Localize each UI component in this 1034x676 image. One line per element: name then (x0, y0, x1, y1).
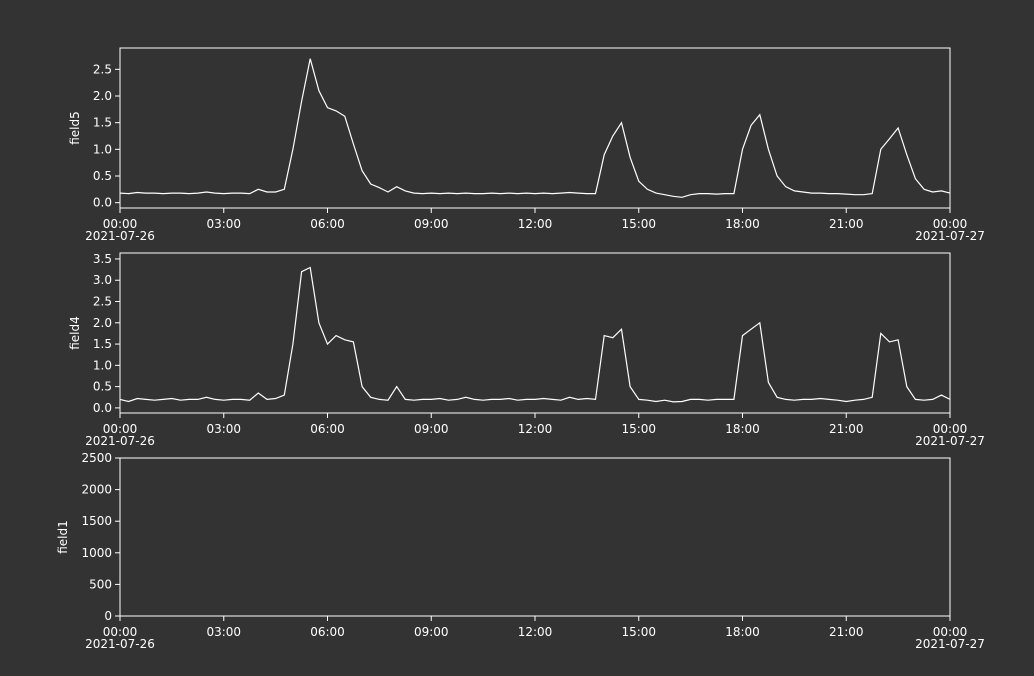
x-tick-label: 21:00 (829, 422, 864, 436)
y-tick-label: 1.0 (93, 142, 112, 156)
y-tick-label: 1500 (81, 514, 112, 528)
x-date-label: 2021-07-26 (85, 434, 155, 448)
x-tick-label: 15:00 (621, 625, 656, 639)
data-line (119, 58, 951, 198)
x-tick-label: 21:00 (829, 217, 864, 231)
x-tick-label: 00:00 (933, 422, 968, 436)
y-tick-label: 500 (89, 577, 112, 591)
x-tick-label: 12:00 (518, 217, 553, 231)
y-axis-label: field1 (56, 520, 70, 554)
x-tick-label: 15:00 (621, 217, 656, 231)
y-tick-label: 2.0 (93, 316, 112, 330)
plot-frame (119, 47, 951, 209)
plot-frame (119, 457, 951, 617)
x-tick-label: 09:00 (414, 217, 449, 231)
x-tick-label: 18:00 (725, 422, 760, 436)
y-axis-label: field4 (68, 316, 82, 350)
y-tick-label: 1.5 (93, 337, 112, 351)
y-tick-label: 0.0 (93, 401, 112, 415)
y-tick-label: 3.0 (93, 273, 112, 287)
y-tick-label: 2.5 (93, 62, 112, 76)
y-tick-label: 1.5 (93, 116, 112, 130)
y-tick-label: 1.0 (93, 358, 112, 372)
x-date-label: 2021-07-27 (915, 434, 985, 448)
y-tick-label: 2000 (81, 483, 112, 497)
x-date-label: 2021-07-26 (85, 229, 155, 243)
y-tick-label: 0.0 (93, 196, 112, 210)
x-tick-label: 15:00 (621, 422, 656, 436)
y-tick-label: 0.5 (93, 380, 112, 394)
x-tick-label: 12:00 (518, 625, 553, 639)
y-tick-label: 3.5 (93, 252, 112, 266)
x-tick-label: 03:00 (206, 422, 241, 436)
x-tick-label: 21:00 (829, 625, 864, 639)
data-line (119, 266, 951, 403)
x-tick-label: 00:00 (103, 217, 138, 231)
y-axis-label: field5 (68, 111, 82, 145)
x-tick-label: 03:00 (206, 625, 241, 639)
x-tick-label: 06:00 (310, 217, 345, 231)
x-tick-label: 00:00 (103, 625, 138, 639)
x-tick-label: 03:00 (206, 217, 241, 231)
x-tick-label: 09:00 (414, 625, 449, 639)
y-tick-label: 2.5 (93, 295, 112, 309)
x-tick-label: 09:00 (414, 422, 449, 436)
x-tick-label: 12:00 (518, 422, 553, 436)
plot-frame (119, 252, 951, 414)
y-tick-label: 1000 (81, 546, 112, 560)
x-tick-label: 00:00 (933, 217, 968, 231)
x-date-label: 2021-07-27 (915, 229, 985, 243)
x-tick-label: 00:00 (103, 422, 138, 436)
y-tick-label: 0 (104, 609, 112, 623)
x-tick-label: 18:00 (725, 217, 760, 231)
x-tick-label: 18:00 (725, 625, 760, 639)
x-tick-label: 06:00 (310, 422, 345, 436)
x-tick-label: 06:00 (310, 625, 345, 639)
x-date-label: 2021-07-26 (85, 637, 155, 651)
x-tick-label: 00:00 (933, 625, 968, 639)
x-date-label: 2021-07-27 (915, 637, 985, 651)
y-tick-label: 2.0 (93, 89, 112, 103)
y-tick-label: 0.5 (93, 169, 112, 183)
y-tick-label: 2500 (81, 451, 112, 465)
